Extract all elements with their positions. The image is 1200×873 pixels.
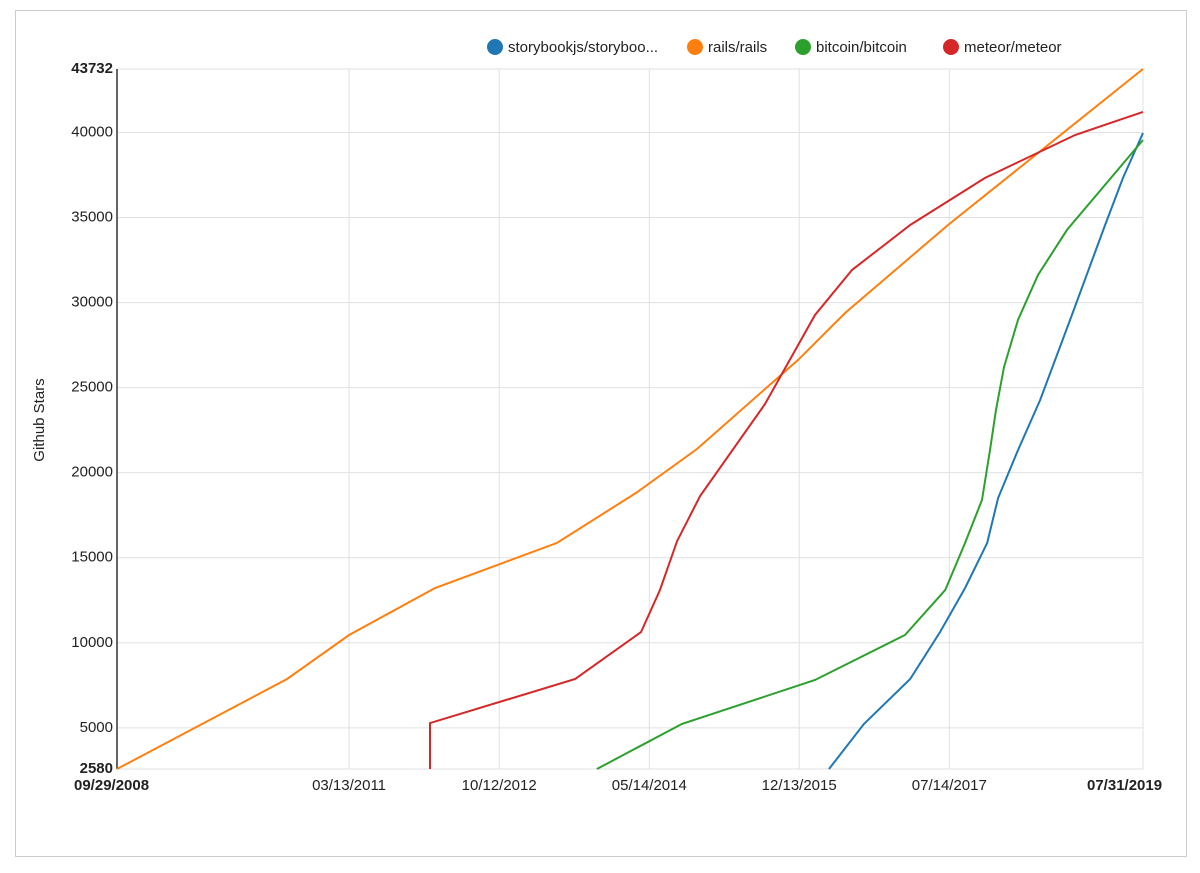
legend-marker (943, 39, 959, 55)
y-tick-label: 25000 (71, 379, 113, 396)
x-tick-label: 12/13/2015 (762, 777, 837, 794)
series-line (828, 132, 1144, 770)
series-line (116, 68, 1144, 770)
legend-marker (487, 39, 503, 55)
x-tick-label: 07/14/2017 (912, 777, 987, 794)
y-axis-label: Github Stars (31, 378, 48, 461)
y-tick-label: 30000 (71, 294, 113, 311)
y-tick-label: 20000 (71, 464, 113, 481)
y-tick-label: 2580 (80, 760, 113, 777)
y-tick-label: 35000 (71, 209, 113, 226)
x-tick-label: 09/29/2008 (74, 777, 149, 794)
y-tick-label: 15000 (71, 549, 113, 566)
legend-label: bitcoin/bitcoin (816, 39, 907, 56)
x-tick-label: 07/31/2019 (1087, 777, 1162, 794)
legend-label: storybookjs/storyboo... (508, 39, 658, 56)
x-tick-label: 05/14/2014 (612, 777, 687, 794)
series-line (596, 139, 1144, 770)
y-tick-label: 5000 (80, 719, 113, 736)
plot-area: 2580 5000 10000 15000 20000 25000 30000 35000 40… (71, 60, 1162, 794)
legend-label: rails/rails (708, 39, 767, 56)
legend-marker (795, 39, 811, 55)
frame (15, 10, 1187, 857)
y-tick-label: 43732 (71, 60, 113, 77)
series-line (429, 110, 1144, 769)
legend-marker (687, 39, 703, 55)
legend-label: meteor/meteor (964, 39, 1062, 56)
y-tick-label: 10000 (71, 634, 113, 651)
x-tick-label: 03/13/2011 (312, 777, 386, 794)
y-tick-label: 40000 (71, 123, 113, 140)
x-tick-label: 10/12/2012 (462, 777, 537, 794)
